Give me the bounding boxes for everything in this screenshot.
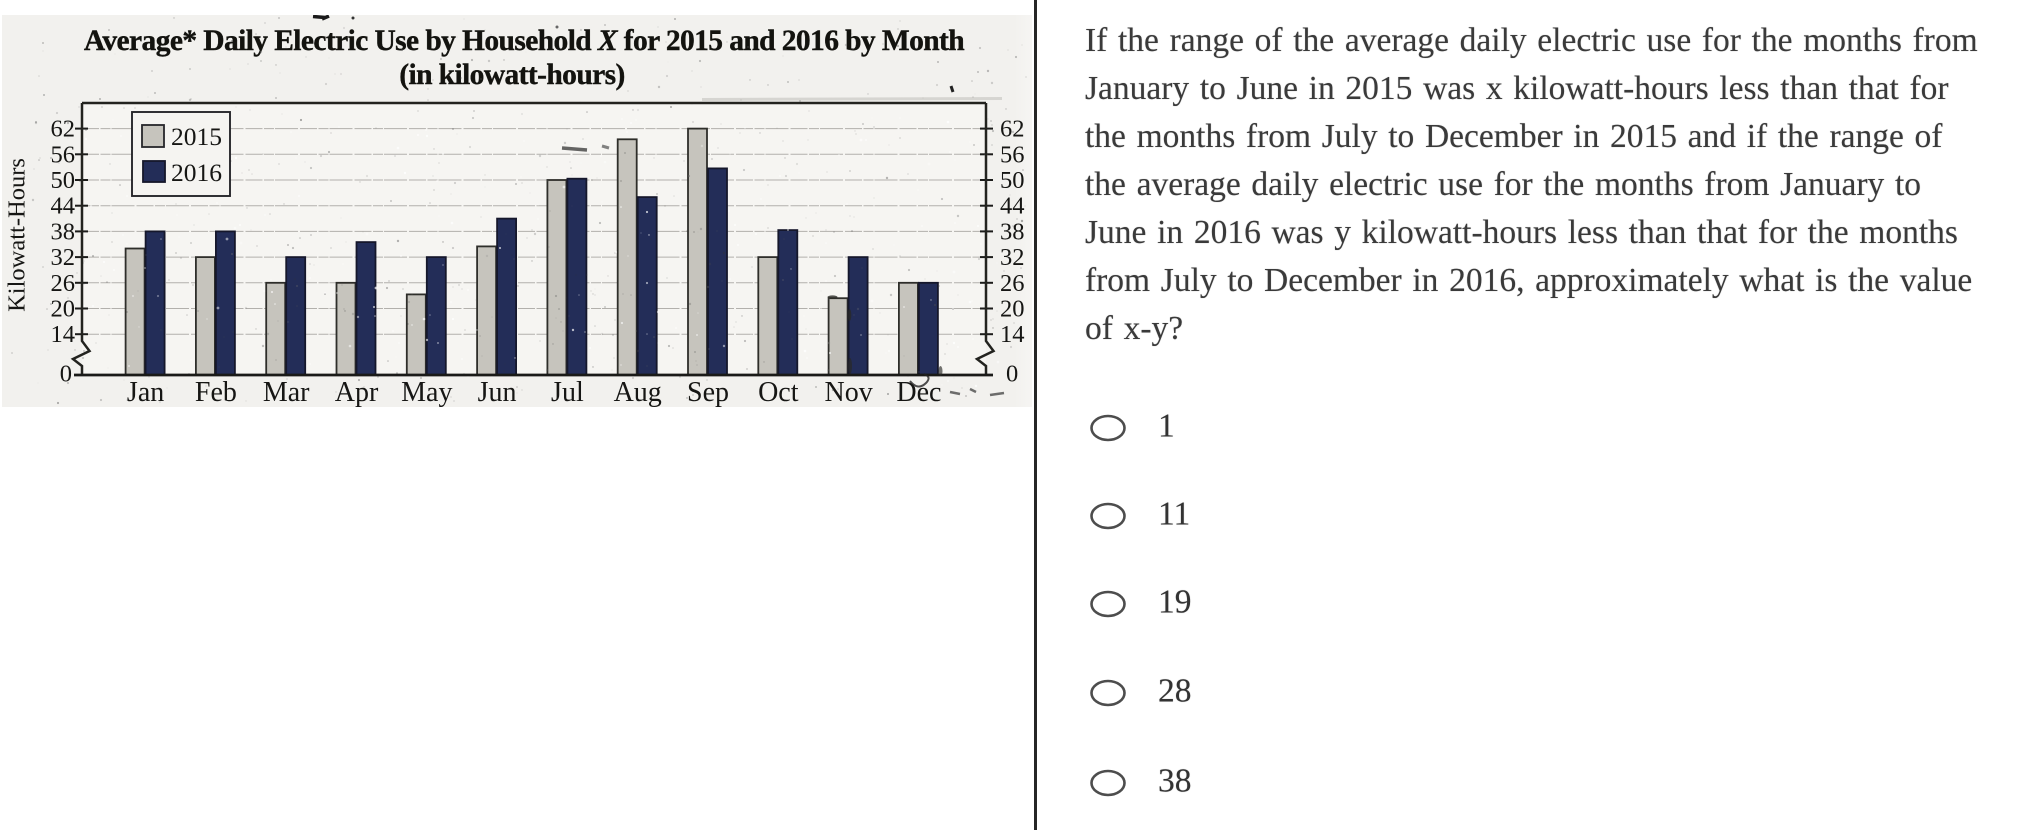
svg-text:32: 32 xyxy=(51,244,76,271)
svg-text:62: 62 xyxy=(51,116,76,143)
svg-text:62: 62 xyxy=(1000,116,1025,143)
svg-text:Dec: Dec xyxy=(896,377,941,407)
svg-text:Jan: Jan xyxy=(127,377,164,407)
svg-text:May: May xyxy=(401,377,452,407)
svg-text:50: 50 xyxy=(1000,167,1025,194)
svg-text:Aug: Aug xyxy=(614,377,662,407)
svg-text:Average* Daily Electric Use by: Average* Daily Electric Use by Household… xyxy=(84,25,964,57)
svg-text:56: 56 xyxy=(51,141,76,168)
svg-text:(in kilowatt-hours): (in kilowatt-hours) xyxy=(399,59,624,91)
svg-text:14: 14 xyxy=(1000,321,1025,348)
svg-text:20: 20 xyxy=(51,296,76,323)
svg-text:50: 50 xyxy=(51,167,76,194)
svg-text:0: 0 xyxy=(1006,361,1018,388)
svg-text:26: 26 xyxy=(1000,270,1025,297)
svg-text:Mar: Mar xyxy=(263,377,310,407)
svg-text:Jun: Jun xyxy=(478,377,517,407)
svg-text:2015: 2015 xyxy=(171,122,222,151)
svg-text:44: 44 xyxy=(51,193,76,220)
svg-text:32: 32 xyxy=(1000,244,1025,271)
svg-text:Nov: Nov xyxy=(824,377,872,407)
svg-text:44: 44 xyxy=(1000,193,1025,220)
svg-text:2016: 2016 xyxy=(171,158,222,187)
svg-text:26: 26 xyxy=(51,270,76,297)
svg-text:0: 0 xyxy=(60,361,72,388)
svg-text:Sep: Sep xyxy=(687,377,729,407)
svg-text:Apr: Apr xyxy=(335,377,379,407)
svg-text:Jul: Jul xyxy=(551,377,584,407)
svg-text:20: 20 xyxy=(1000,296,1025,323)
svg-text:14: 14 xyxy=(51,321,76,348)
svg-text:38: 38 xyxy=(1000,218,1025,245)
svg-text:Oct: Oct xyxy=(758,377,799,407)
svg-text:56: 56 xyxy=(1000,141,1025,168)
svg-text:Kilowatt-Hours: Kilowatt-Hours xyxy=(4,158,31,312)
svg-text:Feb: Feb xyxy=(195,377,237,407)
svg-text:38: 38 xyxy=(51,218,76,245)
